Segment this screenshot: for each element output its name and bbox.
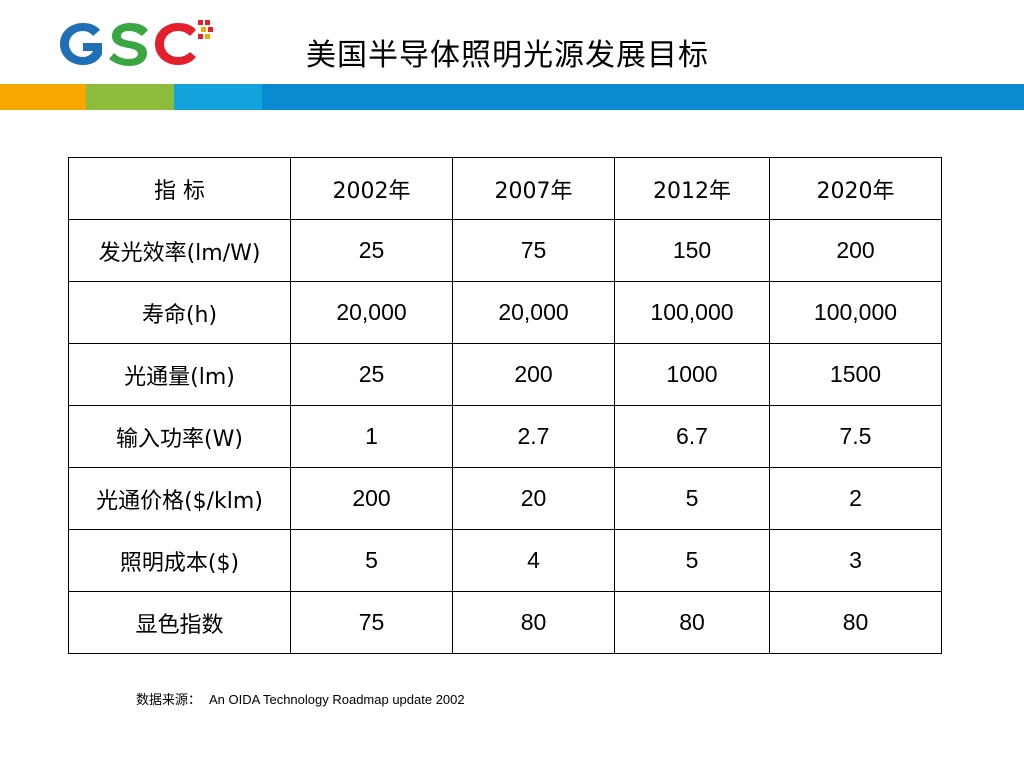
table-cell: 5 (290, 529, 453, 592)
row-label: 寿命(h) (68, 281, 291, 344)
row-label: 光通价格($/klm) (68, 467, 291, 530)
gsc-logo-mark (60, 20, 213, 66)
source-text: An OIDA Technology Roadmap update 2002 (209, 692, 465, 707)
table-cell: 150 (614, 219, 770, 282)
table-cell: 7.5 (769, 405, 942, 468)
row-label: 显色指数 (68, 591, 291, 654)
table-cell: 20 (452, 467, 615, 530)
source-label: 数据来源： (136, 693, 202, 708)
table-cell: 1500 (769, 343, 942, 406)
table-row: 发光效率(lm/W) 25 75 150 200 (68, 219, 942, 282)
table-cell: 100,000 (614, 281, 770, 344)
row-label: 照明成本($) (68, 529, 291, 592)
header-band-orange (0, 84, 86, 110)
row-label: 输入功率(W) (68, 405, 291, 468)
table-cell: 5 (614, 529, 770, 592)
table-cell: 2 (769, 467, 942, 530)
table-cell: 75 (290, 591, 453, 654)
slide-title: 美国半导体照明光源发展目标 (306, 38, 709, 73)
table-cell: 1000 (614, 343, 770, 406)
header-cell-year: 2012年 (614, 157, 770, 220)
table-row: 光通量(lm) 25 200 1000 1500 (68, 343, 942, 406)
table-cell: 4 (452, 529, 615, 592)
header-band-green (86, 84, 174, 110)
header-cell-year: 2007年 (452, 157, 615, 220)
row-label: 发光效率(lm/W) (68, 219, 291, 282)
header-cell-year: 2020年 (769, 157, 942, 220)
table-cell: 75 (452, 219, 615, 282)
header-cell-metric: 指 标 (68, 157, 291, 220)
table-row: 显色指数 75 80 80 80 (68, 591, 942, 654)
table-cell: 20,000 (452, 281, 615, 344)
table-cell: 20,000 (290, 281, 453, 344)
table-row: 输入功率(W) 1 2.7 6.7 7.5 (68, 405, 942, 468)
table-cell: 2.7 (452, 405, 615, 468)
row-label: 光通量(lm) (68, 343, 291, 406)
table-cell: 25 (290, 343, 453, 406)
table-row: 照明成本($) 5 4 5 3 (68, 529, 942, 592)
table-cell: 80 (614, 591, 770, 654)
table-cell: 25 (290, 219, 453, 282)
table-cell: 80 (452, 591, 615, 654)
table-row: 寿命(h) 20,000 20,000 100,000 100,000 (68, 281, 942, 344)
table-cell: 5 (614, 467, 770, 530)
table-cell: 6.7 (614, 405, 770, 468)
table-cell: 200 (290, 467, 453, 530)
source-note: 数据来源： An OIDA Technology Roadmap update 2… (136, 689, 465, 708)
gsc-logo (56, 18, 216, 70)
table-row: 光通价格($/klm) 200 20 5 2 (68, 467, 942, 530)
table-cell: 3 (769, 529, 942, 592)
table-header-row: 指 标 2002年 2007年 2012年 2020年 (68, 157, 942, 220)
table-cell: 100,000 (769, 281, 942, 344)
header-cell-year: 2002年 (290, 157, 453, 220)
header-band-blue (262, 84, 1024, 110)
roadmap-table: 指 标 2002年 2007年 2012年 2020年 发光效率(lm/W) 2… (68, 157, 942, 654)
header-band-lightblue (174, 84, 262, 110)
table-cell: 1 (290, 405, 453, 468)
table-cell: 200 (452, 343, 615, 406)
table-cell: 200 (769, 219, 942, 282)
table-cell: 80 (769, 591, 942, 654)
